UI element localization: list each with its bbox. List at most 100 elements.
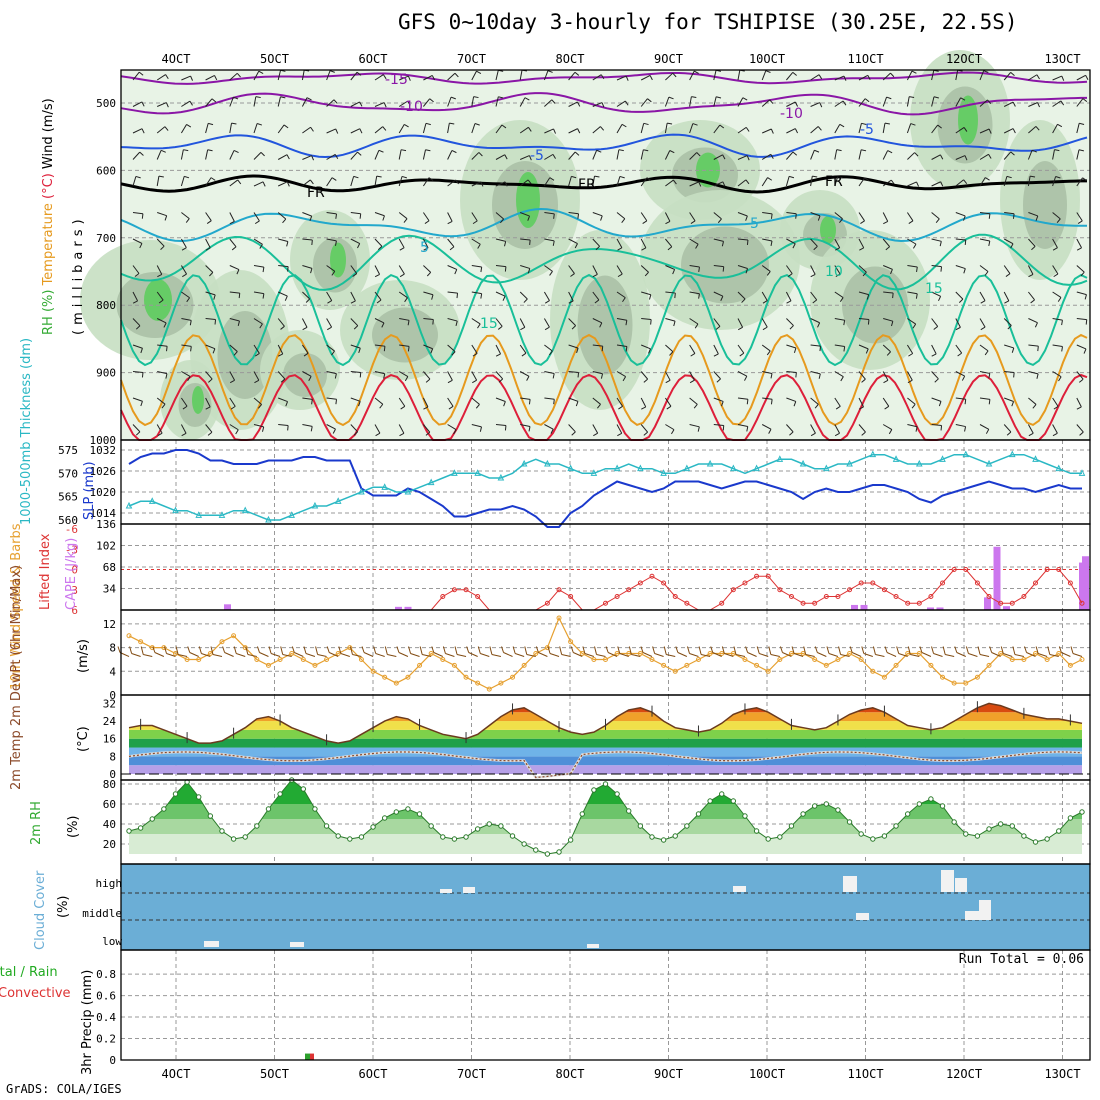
wind-barb bbox=[577, 128, 581, 134]
wind-barb bbox=[399, 75, 409, 81]
wind-barb bbox=[672, 72, 677, 78]
wind-barb bbox=[1076, 424, 1084, 433]
wind-barb bbox=[882, 96, 888, 107]
rh-marker bbox=[811, 803, 818, 809]
wind-barb bbox=[834, 371, 844, 378]
wind-barb bbox=[689, 318, 699, 325]
wind-barb bbox=[958, 298, 964, 303]
wind-barb bbox=[502, 295, 506, 301]
wind-barb bbox=[988, 399, 991, 405]
wind-barb bbox=[883, 265, 893, 270]
wind-barb-10m bbox=[1026, 652, 1036, 657]
wind-barb bbox=[737, 70, 741, 81]
wind-barb bbox=[229, 379, 235, 384]
wind-barb bbox=[955, 97, 962, 107]
wind-barb bbox=[229, 220, 235, 225]
wind-barb bbox=[181, 291, 190, 299]
wind-barb bbox=[938, 401, 942, 407]
li-tick: -3 bbox=[65, 543, 78, 556]
wind-barb bbox=[568, 265, 575, 274]
rh-marker bbox=[684, 823, 690, 829]
wind-barb bbox=[504, 241, 507, 247]
wind-barb bbox=[834, 75, 845, 81]
wind-barb-10m bbox=[840, 654, 850, 657]
wind-barb bbox=[383, 102, 387, 108]
wind-barb bbox=[495, 212, 504, 220]
wind-barb bbox=[789, 325, 794, 330]
thickness-marker bbox=[451, 469, 458, 476]
wind-barb-10m bbox=[931, 646, 935, 654]
wind-barb bbox=[916, 266, 918, 273]
wind-barb bbox=[280, 378, 286, 383]
rh-marker bbox=[463, 834, 469, 840]
wind-barb bbox=[617, 247, 623, 251]
wind-barb bbox=[429, 98, 434, 103]
wind-barb bbox=[399, 247, 405, 251]
wind-barb bbox=[835, 247, 840, 251]
wind-barb bbox=[665, 220, 671, 225]
wind-barb bbox=[1028, 273, 1034, 278]
wind-speed-marker bbox=[1033, 651, 1039, 657]
wind-barb-10m bbox=[270, 653, 281, 657]
wind-barb bbox=[132, 238, 143, 244]
wind-barb bbox=[527, 268, 531, 274]
wind-speed-marker bbox=[161, 645, 167, 651]
wind-barb-10m bbox=[791, 646, 795, 654]
wind-barb bbox=[498, 378, 504, 383]
wind-barb bbox=[308, 376, 312, 381]
wind-barb bbox=[1052, 424, 1058, 434]
wind-barb bbox=[253, 344, 260, 354]
wind-barb bbox=[132, 151, 141, 160]
wind-barb-10m bbox=[559, 646, 563, 655]
cloud-background bbox=[121, 864, 1090, 950]
wind-barb bbox=[665, 344, 674, 353]
wind-barb-10m bbox=[280, 646, 284, 655]
wind-barb bbox=[765, 70, 771, 73]
wind-barb-10m bbox=[245, 646, 249, 655]
rh-label: 2m RH bbox=[29, 801, 44, 845]
wind-barb bbox=[471, 424, 482, 428]
rh-marker bbox=[207, 813, 214, 819]
wind-barb-10m bbox=[442, 646, 446, 654]
cloud-label: Cloud Cover bbox=[33, 870, 48, 950]
wind-barb bbox=[449, 122, 455, 125]
wind-barb bbox=[447, 344, 456, 352]
wind-barb bbox=[594, 299, 600, 304]
wind-barb bbox=[890, 72, 895, 78]
wind-barb bbox=[526, 376, 530, 381]
wind-barb bbox=[451, 351, 456, 356]
wind-barb bbox=[793, 347, 797, 353]
wind-barb bbox=[1085, 75, 1089, 80]
cape-bar bbox=[936, 607, 944, 610]
precip-label-total: Total / Rain bbox=[0, 965, 58, 980]
wind-barb bbox=[722, 266, 725, 272]
wind-barb bbox=[302, 424, 313, 427]
thickness-marker bbox=[427, 478, 435, 486]
wind-barb bbox=[311, 399, 313, 405]
wind-barb bbox=[858, 344, 869, 350]
wind-barb bbox=[229, 212, 235, 222]
rh-marker bbox=[614, 791, 620, 797]
wind-speed-marker bbox=[823, 662, 829, 668]
wind-barb bbox=[447, 424, 457, 431]
thickness-marker bbox=[172, 506, 179, 514]
li-tick: 6 bbox=[71, 604, 78, 617]
wind-barb bbox=[770, 128, 774, 134]
wind-barb-10m bbox=[535, 646, 539, 653]
wind-barb bbox=[931, 424, 942, 426]
wind-barb bbox=[181, 75, 191, 81]
cape-bar bbox=[1082, 556, 1089, 610]
thickness-marker bbox=[590, 469, 598, 476]
wind-barb bbox=[326, 238, 337, 242]
wind-speed-marker bbox=[289, 651, 295, 657]
wind-barb bbox=[988, 240, 991, 247]
wind-speed-marker bbox=[568, 639, 574, 645]
rh-marker bbox=[137, 825, 144, 831]
wind-barb bbox=[642, 220, 648, 224]
wind-barb bbox=[544, 238, 555, 242]
wind-barb-10m bbox=[942, 646, 946, 655]
thickness-marker bbox=[1055, 464, 1063, 472]
wind-barb-10m bbox=[175, 646, 179, 655]
wind-speed-marker bbox=[1056, 651, 1062, 657]
wind-barb bbox=[834, 100, 844, 107]
